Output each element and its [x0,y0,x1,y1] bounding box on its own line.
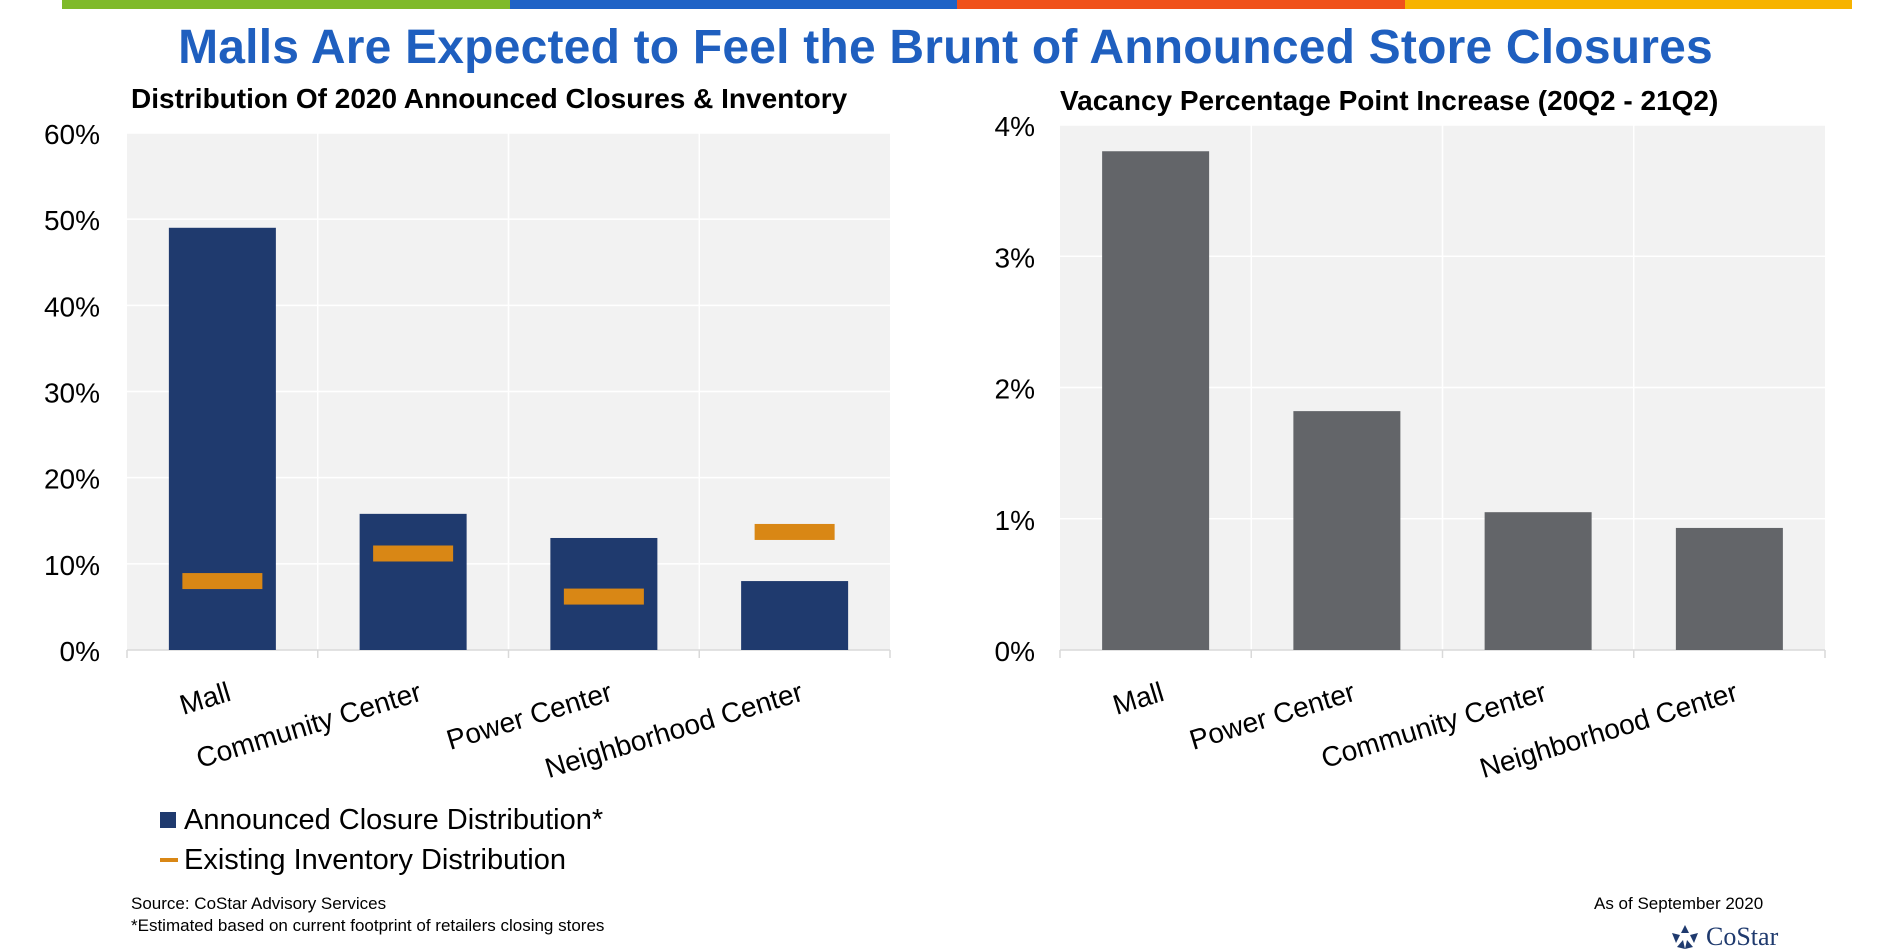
chart2-y-tick-label: 1% [995,505,1035,536]
top-bar-segment-blue [509,0,957,9]
chart2-y-tick-label: 0% [995,636,1035,667]
legend-swatch-marker [160,858,178,862]
estimate-note: *Estimated based on current footprint of… [131,916,605,935]
chart2-bar [1293,411,1401,650]
chart1-title: Distribution Of 2020 Announced Closures … [131,83,848,114]
top-bar-segment-green [62,0,510,9]
chart1-inventory-marker [182,573,263,590]
source-note: Source: CoStar Advisory Services [131,894,387,913]
chart1-y-tick-label: 50% [44,205,100,236]
page-title: Malls Are Expected to Feel the Brunt of … [178,21,1713,74]
chart2-y-tick-label: 3% [995,242,1035,273]
chart1-bar [741,581,849,650]
legend-label-inventory: Existing Inventory Distribution [184,843,566,876]
costar-logo-icon [1672,925,1698,949]
chart2-bar [1675,527,1783,650]
top-bar-segment-yellow [1404,0,1852,9]
chart1-category-label: Mall [176,676,234,721]
chart1-legend: Announced Closure Distribution* Existing… [160,800,603,880]
top-color-bar [62,0,1852,9]
chart1-bar [359,513,467,650]
costar-logo-text: CoStar [1706,922,1779,951]
chart2-category-label: Mall [1109,676,1167,721]
legend-swatch-bar [160,812,176,828]
top-bar-segment-orange [957,0,1405,9]
as-of-note: As of September 2020 [1594,894,1764,913]
chart1-y-tick-label: 60% [44,119,100,150]
chart2-title: Vacancy Percentage Point Increase (20Q2 … [1060,85,1718,116]
legend-item-inventory: Existing Inventory Distribution [160,840,603,880]
chart2-bar [1484,512,1592,650]
legend-item-announced: Announced Closure Distribution* [160,800,603,840]
chart1-y-tick-label: 40% [44,291,100,322]
chart2-y-tick-label: 2% [995,374,1035,405]
chart1-y-tick-label: 0% [60,636,100,667]
chart1-y-tick-label: 10% [44,550,100,581]
chart1-inventory-marker [373,545,454,562]
chart2-bar [1102,151,1210,650]
chart1-inventory-marker [754,523,835,540]
legend-label-announced: Announced Closure Distribution* [184,803,604,836]
chart1-y-tick-label: 30% [44,378,100,409]
chart1-inventory-marker [563,588,644,605]
costar-logo: CoStar [1668,922,1778,952]
chart2-y-tick-label: 4% [995,111,1035,142]
chart1-y-tick-label: 20% [44,464,100,495]
